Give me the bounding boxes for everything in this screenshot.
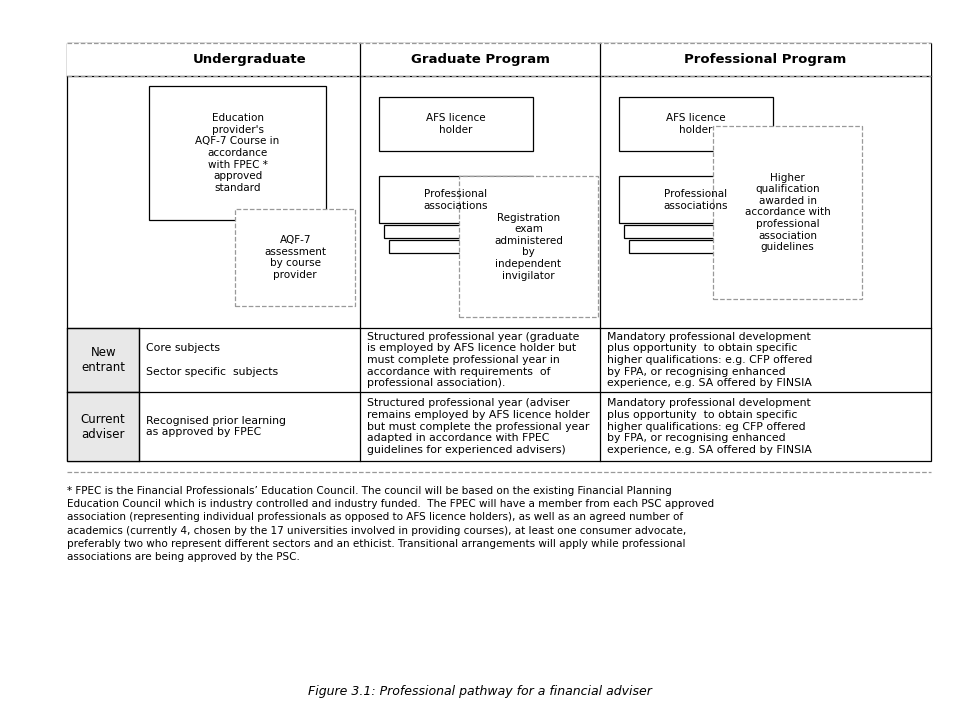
Text: AFS licence
holder: AFS licence holder xyxy=(426,114,486,135)
Bar xyxy=(67,43,931,76)
Text: Mandatory professional development
plus opportunity  to obtain specific
higher q: Mandatory professional development plus … xyxy=(607,332,812,388)
Bar xyxy=(629,240,782,253)
Bar xyxy=(379,97,533,151)
Text: Professional
associations: Professional associations xyxy=(663,189,729,211)
Text: Graduate Program: Graduate Program xyxy=(411,53,549,66)
Bar xyxy=(67,392,139,461)
Text: AQF-7
assessment
by course
provider: AQF-7 assessment by course provider xyxy=(264,235,326,280)
Text: Education
provider's
AQF-7 Course in
accordance
with FPEC *
approved
standard: Education provider's AQF-7 Course in acc… xyxy=(196,113,279,193)
Text: Current
adviser: Current adviser xyxy=(81,413,126,441)
Text: Professional Program: Professional Program xyxy=(684,53,847,66)
Text: Higher
qualification
awarded in
accordance with
professional
association
guideli: Higher qualification awarded in accordan… xyxy=(745,173,830,252)
Text: New
entrant: New entrant xyxy=(82,346,125,374)
Bar xyxy=(619,176,773,223)
Text: AFS licence
holder: AFS licence holder xyxy=(666,114,726,135)
Bar xyxy=(624,225,778,238)
Bar xyxy=(389,240,542,253)
Bar xyxy=(713,126,862,299)
Text: Recognised prior learning
as approved by FPEC: Recognised prior learning as approved by… xyxy=(146,416,286,438)
Text: Professional
associations: Professional associations xyxy=(423,189,489,211)
Bar xyxy=(379,176,533,223)
Text: * FPEC is the Financial Professionals’ Education Council. The council will be ba: * FPEC is the Financial Professionals’ E… xyxy=(67,486,714,562)
Text: Structured professional year (graduate
is employed by AFS licence holder but
mus: Structured professional year (graduate i… xyxy=(367,332,579,388)
Text: Core subjects

Sector specific  subjects: Core subjects Sector specific subjects xyxy=(146,343,278,377)
Bar xyxy=(235,209,355,306)
Bar xyxy=(384,225,538,238)
Text: Figure 3.1: Professional pathway for a financial adviser: Figure 3.1: Professional pathway for a f… xyxy=(308,685,652,698)
Text: Structured professional year (adviser
remains employed by AFS licence holder
but: Structured professional year (adviser re… xyxy=(367,398,589,455)
Text: Registration
exam
administered
by
independent
invigilator: Registration exam administered by indepe… xyxy=(494,212,563,281)
Bar xyxy=(67,43,931,461)
Bar xyxy=(619,97,773,151)
Bar xyxy=(459,176,598,317)
Bar xyxy=(149,86,326,220)
Bar xyxy=(67,328,139,392)
Text: Mandatory professional development
plus opportunity  to obtain specific
higher q: Mandatory professional development plus … xyxy=(607,398,811,455)
Text: Undergraduate: Undergraduate xyxy=(193,53,306,66)
